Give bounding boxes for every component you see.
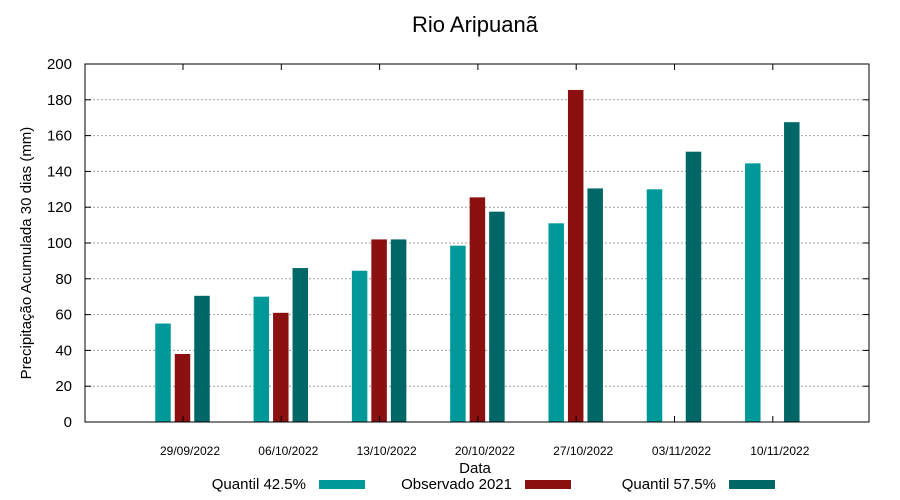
legend-label: Observado 2021 <box>401 476 512 493</box>
bars <box>155 89 800 423</box>
bar <box>646 189 663 422</box>
x-axis-ticks: 29/09/2022 06/10/2022 13/10/2022 20/10/2022… <box>160 64 810 458</box>
legend-swatch <box>525 480 571 489</box>
y-tick-label: 20 <box>55 378 72 395</box>
y-tick-label: 100 <box>47 235 72 252</box>
bar <box>390 239 407 422</box>
bar <box>253 296 270 422</box>
bar <box>784 122 800 423</box>
bar <box>155 323 171 422</box>
bar <box>685 151 702 422</box>
legend-label: Quantil 42.5% <box>212 476 306 493</box>
bar <box>371 239 387 422</box>
x-tick-label: 27/10/2022 <box>553 444 613 458</box>
bar <box>273 312 289 422</box>
y-tick-label: 120 <box>47 199 72 216</box>
bar <box>489 211 505 422</box>
legend-label: Quantil 57.5% <box>622 476 716 493</box>
bar <box>194 295 210 422</box>
y-tick-label: 40 <box>55 342 72 359</box>
y-tick-label: 80 <box>55 271 72 288</box>
x-tick-label: 13/10/2022 <box>357 444 417 458</box>
x-tick-label: 06/10/2022 <box>258 444 318 458</box>
y-tick-label: 60 <box>55 307 72 324</box>
y-tick-label: 180 <box>47 92 72 109</box>
bar <box>292 268 309 422</box>
legend: Quantil 42.5% Observado 2021 Quantil 57.5% <box>212 476 775 493</box>
y-tick-label: 140 <box>47 163 72 180</box>
y-tick-label: 0 <box>64 414 72 431</box>
x-axis-label: Data <box>459 460 491 477</box>
y-tick-label: 160 <box>47 128 72 145</box>
x-tick-label: 29/09/2022 <box>160 444 220 458</box>
legend-swatch <box>319 480 365 489</box>
y-axis-label: Precipitação Acumulada 30 dias (mm) <box>18 127 35 380</box>
bar <box>450 245 466 422</box>
bar <box>174 353 191 422</box>
bar <box>745 163 761 422</box>
bar <box>351 270 368 422</box>
x-tick-label: 10/11/2022 <box>750 444 809 458</box>
bar <box>548 223 564 422</box>
x-tick-label: 03/11/2022 <box>652 444 711 458</box>
x-tick-label: 20/10/2022 <box>455 444 515 458</box>
legend-swatch <box>729 480 775 489</box>
bar <box>469 197 486 422</box>
bar <box>587 188 603 422</box>
y-tick-label: 200 <box>47 56 72 73</box>
y-axis-ticks: 0 20 40 60 80 100 120 140 160 180 200 <box>47 56 869 431</box>
chart-title: Rio Aripuanã <box>412 12 539 37</box>
bar <box>567 89 584 422</box>
